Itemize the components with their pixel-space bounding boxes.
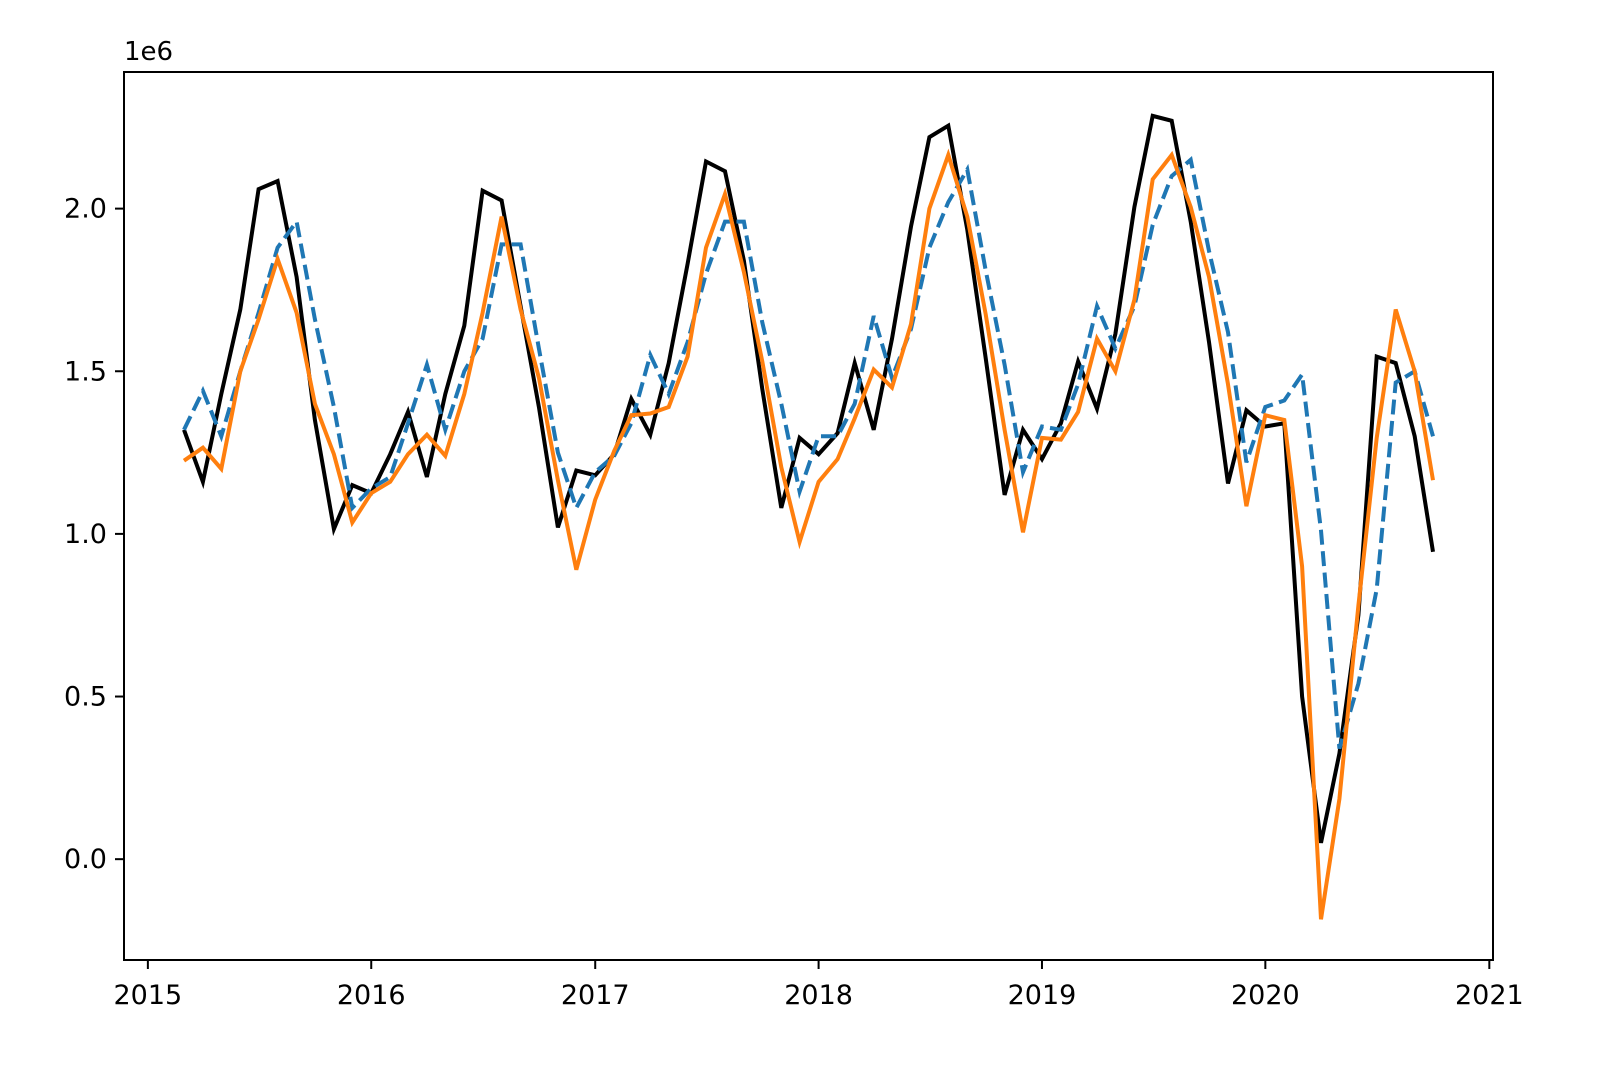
x-tick-label: 2015 [114, 980, 183, 1011]
y-tick-label: 1.5 [64, 356, 107, 387]
y-tick-label: 0.0 [64, 844, 107, 875]
plot-frame [123, 71, 1494, 961]
y-tick-label: 2.0 [64, 194, 107, 225]
x-axis: 2015 2016 2017 2018 2019 2020 2021 [114, 960, 1524, 1011]
y-tick-label: 0.5 [64, 682, 107, 713]
x-tick-label: 2016 [337, 980, 406, 1011]
x-tick-label: 2021 [1455, 980, 1524, 1011]
series-line-1 [182, 113, 1435, 844]
x-tick-label: 2019 [1008, 980, 1077, 1011]
y-tick-label: 1.0 [64, 519, 107, 550]
y-axis: 0.0 0.5 1.0 1.5 2.0 [64, 194, 124, 875]
series-line-2 [182, 156, 1435, 750]
x-tick-label: 2018 [784, 980, 853, 1011]
x-tick-label: 2017 [561, 980, 630, 1011]
y-offset-label: 1e6 [124, 37, 173, 67]
x-tick-label: 2020 [1231, 980, 1300, 1011]
series-line-3 [182, 148, 1435, 920]
series-layer [182, 113, 1435, 920]
